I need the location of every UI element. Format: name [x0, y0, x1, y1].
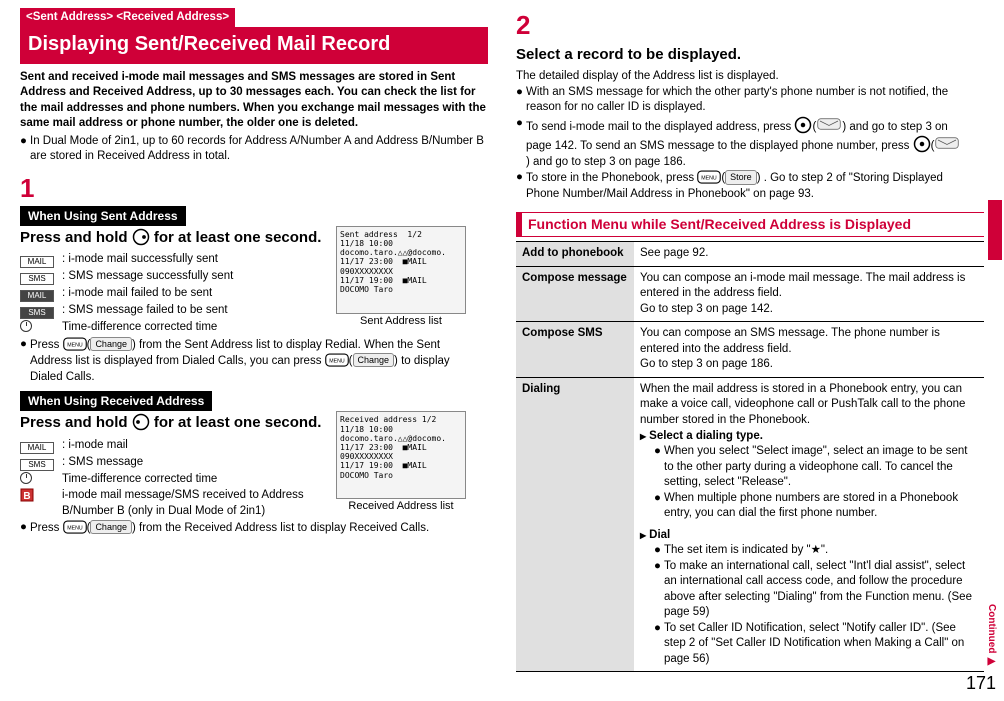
sent-address-screenshot: Sent address 1/2 11/18 10:00 docomo.taro…	[336, 226, 466, 337]
clock-row-2: Time-difference corrected time	[20, 472, 328, 488]
mail-status-icon: SMS	[20, 307, 54, 319]
continued-label: Continued ▶	[985, 604, 999, 667]
step2-title: Select a record to be displayed.	[516, 45, 962, 65]
change-chip: Change	[90, 520, 132, 534]
intro-text: Sent and received i-mode mail messages a…	[20, 70, 488, 132]
step-number-2: 2	[516, 8, 538, 43]
dial-label: Dial	[640, 528, 978, 544]
mail-status-icon: MAIL	[20, 442, 54, 454]
menu-key-icon	[63, 520, 87, 534]
step2-b3: ● To store in the Phonebook, press (Stor…	[516, 170, 962, 202]
center-key-icon	[913, 135, 931, 153]
menu-key-icon	[325, 353, 349, 367]
table-row-dialing: Dialing When the mail address is stored …	[516, 377, 984, 671]
page-number: 171	[966, 671, 996, 695]
center-key-icon	[794, 116, 812, 134]
clock-icon	[20, 472, 32, 484]
step1b-instruction: Press and hold for at least one second.	[20, 413, 328, 433]
change-chip: Change	[353, 353, 395, 367]
step2-b2: ● To send i-mode mail to the displayed a…	[516, 116, 962, 171]
step-number-1: 1	[20, 171, 42, 206]
breadcrumb: <Sent Address> <Received Address>	[20, 8, 235, 28]
step1-instruction: Press and hold for at least one second.	[20, 228, 328, 248]
icon-legend-row: SMS: SMS message successfully sent	[20, 269, 328, 285]
sent-address-tab: When Using Sent Address	[20, 206, 186, 226]
select-dialing-type: Select a dialing type.	[640, 429, 978, 445]
icon-legend-row: MAIL: i-mode mail	[20, 438, 328, 454]
step2-b1: ●With an SMS message for which the other…	[516, 85, 962, 116]
function-menu-table: Add to phonebookSee page 92.Compose mess…	[516, 241, 984, 672]
mail-status-icon: SMS	[20, 273, 54, 285]
store-chip: Store	[725, 170, 757, 184]
table-row: Compose messageYou can compose an i-mode…	[516, 266, 984, 322]
table-row: Compose SMSYou can compose an SMS messag…	[516, 322, 984, 378]
mail-key-icon	[934, 137, 960, 149]
page-title: Displaying Sent/Received Mail Record	[20, 27, 488, 64]
clock-icon	[20, 320, 32, 332]
change-chip: Change	[90, 337, 132, 351]
mail-key-icon	[816, 118, 842, 130]
mail-status-icon: SMS	[20, 459, 54, 471]
clock-row: Time-difference corrected time	[20, 320, 328, 336]
table-row: Add to phonebookSee page 92.	[516, 242, 984, 267]
received-address-tab: When Using Received Address	[20, 391, 212, 411]
received-address-screenshot: Received address 1/2 11/18 10:00 docomo.…	[336, 411, 466, 520]
step2-line1: The detailed display of the Address list…	[516, 69, 962, 85]
right-key-icon	[132, 228, 150, 246]
step1b-note: ● Press (Change) from the Received Addre…	[20, 520, 466, 537]
left-key-icon	[132, 413, 150, 431]
menu-key-icon	[697, 170, 721, 184]
side-label: Mail	[985, 202, 1003, 227]
b-square-icon	[20, 488, 34, 502]
icon-legend-row: SMS: SMS message	[20, 455, 328, 471]
dual-mode-row: i-mode mail message/SMS received to Addr…	[20, 488, 328, 519]
icon-legend-row: SMS: SMS message failed to be sent	[20, 303, 328, 319]
intro-note: ●In Dual Mode of 2in1, up to 60 records …	[20, 134, 488, 165]
mail-status-icon: MAIL	[20, 290, 54, 302]
icon-legend-row: MAIL: i-mode mail successfully sent	[20, 252, 328, 268]
icon-legend-row: MAIL: i-mode mail failed to be sent	[20, 286, 328, 302]
menu-key-icon	[63, 337, 87, 351]
step1-note: ● Press (Change) from the Sent Address l…	[20, 337, 466, 386]
mail-status-icon: MAIL	[20, 256, 54, 268]
function-menu-header: Function Menu while Sent/Received Addres…	[516, 212, 984, 237]
